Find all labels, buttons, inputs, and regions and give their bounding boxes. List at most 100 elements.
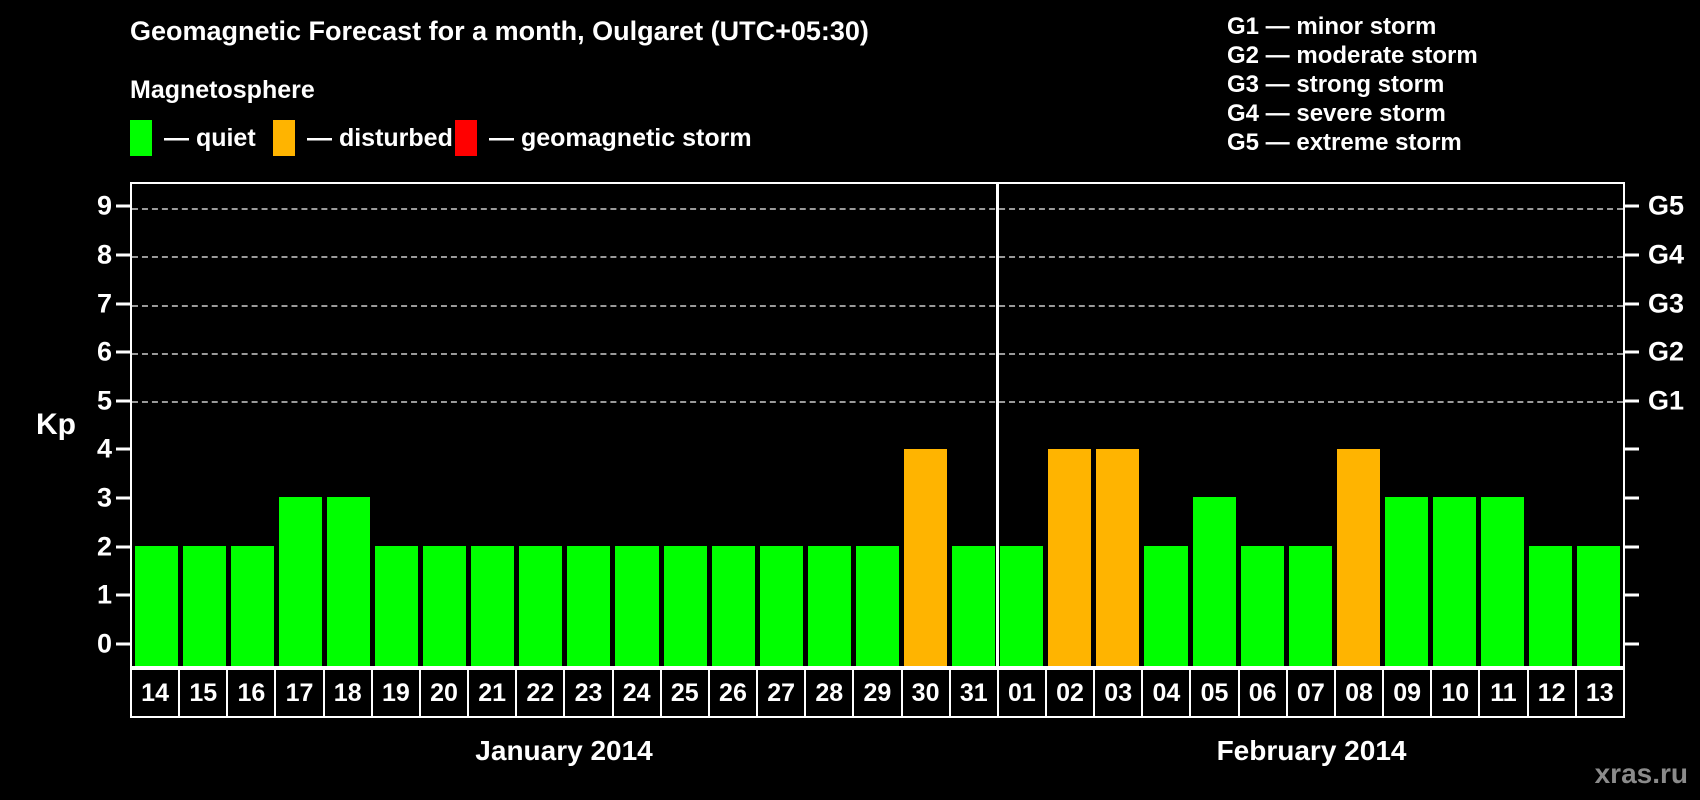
g-axis-tick-labels: G1 G2 G3 G4 G5 (1648, 182, 1700, 668)
gridline-kp-7 (132, 304, 1623, 307)
axis-tick (116, 204, 130, 208)
kp-bar-day-31 (952, 545, 996, 666)
bar-slot (421, 184, 469, 666)
legend-item-storm: — geomagnetic storm (455, 120, 752, 156)
day-label-09: 09 (1382, 668, 1433, 718)
day-label-04: 04 (1141, 668, 1192, 718)
bar-slot (1046, 184, 1094, 666)
g-scale-legend-line: G1 — minor storm (1227, 13, 1437, 40)
day-label-13: 13 (1574, 668, 1625, 718)
gridline-kp-5 (132, 400, 1623, 403)
kp-bar-day-28 (807, 545, 851, 666)
bar-slot (613, 184, 661, 666)
day-label-05: 05 (1189, 668, 1240, 718)
axis-tick (116, 642, 130, 646)
axis-tick (116, 545, 130, 548)
bar-slot (1334, 184, 1382, 666)
bar-slot (1527, 184, 1575, 666)
g-scale-legend-line: G3 — strong storm (1227, 71, 1445, 98)
kp-bar-day-19 (374, 545, 419, 666)
kp-bar-day-24 (615, 545, 659, 666)
day-label-06: 06 (1237, 668, 1288, 718)
kp-bar-day-29 (855, 545, 899, 666)
axis-tick (116, 447, 130, 451)
axis-tick (1625, 302, 1639, 305)
legend-label: — quiet (164, 123, 256, 152)
bar-slot (132, 184, 180, 666)
day-label-18: 18 (322, 668, 373, 718)
kp-tick-label: 6 (96, 336, 112, 367)
day-label-16: 16 (226, 668, 277, 718)
axis-tick (1625, 545, 1639, 548)
kp-bar-day-30 (904, 449, 948, 666)
bar-slot (1382, 184, 1430, 666)
kp-bar-day-17 (278, 497, 322, 666)
legend-swatch-quiet (130, 120, 152, 156)
month-labels: January 2014 February 2014 (130, 730, 1625, 772)
g-scale-legend-line: G4 — severe storm (1227, 100, 1446, 127)
bars-container (132, 184, 1623, 666)
axis-tick (1625, 253, 1639, 257)
kp-tick-label: 3 (96, 482, 112, 513)
g-scale-legend-line: G2 — moderate storm (1227, 42, 1478, 69)
kp-bar-day-07 (1288, 545, 1332, 666)
day-label-25: 25 (659, 668, 710, 718)
kp-tick-label: 1 (96, 579, 112, 610)
bar-slot (1190, 184, 1238, 666)
axis-tick (116, 496, 130, 500)
day-label-10: 10 (1430, 668, 1481, 718)
month-label: January 2014 (475, 735, 653, 766)
bar-slot (1142, 184, 1190, 666)
axis-tick (1625, 447, 1639, 451)
kp-bar-day-25 (663, 545, 707, 666)
axis-tick (1625, 350, 1639, 354)
month-label: February 2014 (1216, 735, 1407, 766)
kp-bar-day-15 (182, 545, 226, 666)
bar-slot (709, 184, 757, 666)
kp-bar-day-11 (1481, 497, 1525, 666)
axis-tick (1625, 593, 1639, 597)
kp-bar-day-04 (1144, 545, 1188, 666)
day-label-11: 11 (1478, 668, 1529, 718)
magnetosphere-label: Magnetosphere (130, 76, 315, 104)
kp-bar-day-26 (711, 545, 755, 666)
kp-bar-day-05 (1192, 497, 1236, 666)
bar-slot (1286, 184, 1334, 666)
kp-tick-label: 2 (96, 531, 112, 561)
bar-slot (757, 184, 805, 666)
kp-bar-day-23 (567, 545, 611, 666)
legend-item-disturbed: — disturbed (273, 120, 453, 156)
page-title: Geomagnetic Forecast for a month, Oulgar… (130, 16, 869, 46)
legend-label: — geomagnetic storm (489, 123, 752, 152)
axis-tick (116, 253, 130, 257)
axis-tick (1625, 204, 1639, 208)
kp-tick-label: 9 (96, 190, 112, 221)
day-label-27: 27 (756, 668, 807, 718)
kp-tick-label: 0 (96, 628, 112, 659)
g-scale-legend: G1 — minor storm G2 — moderate storm G3 — … (1227, 12, 1478, 157)
kp-axis-title: Kp (36, 408, 76, 441)
day-label-14: 14 (130, 668, 181, 718)
watermark: xras.ru (1594, 758, 1688, 789)
plot-area (130, 182, 1625, 668)
bar-slot (853, 184, 901, 666)
g-tick-label-G5: G5 (1648, 190, 1685, 221)
legend-swatch-storm (455, 120, 477, 156)
gridline-kp-6 (132, 352, 1623, 355)
day-label-03: 03 (1093, 668, 1144, 718)
kp-bar-day-03 (1096, 449, 1140, 666)
axis-tick (1625, 399, 1639, 403)
kp-bar-day-09 (1384, 497, 1429, 666)
bar-slot (998, 184, 1046, 666)
kp-tick-label: 5 (96, 385, 112, 416)
day-label-19: 19 (370, 668, 421, 718)
day-label-07: 07 (1285, 668, 1336, 718)
bar-slot (180, 184, 228, 666)
g-tick-label-G3: G3 (1648, 288, 1685, 318)
kp-bar-day-12 (1529, 545, 1573, 666)
bar-slot (661, 184, 709, 666)
day-axis: 14 15 16 17 18 19 20 21 22 23 24 25 26 27 28 29 30 31 01 02… (130, 668, 1625, 718)
day-label-23: 23 (563, 668, 614, 718)
day-label-26: 26 (707, 668, 759, 718)
legend-item-quiet: — quiet (130, 120, 256, 156)
